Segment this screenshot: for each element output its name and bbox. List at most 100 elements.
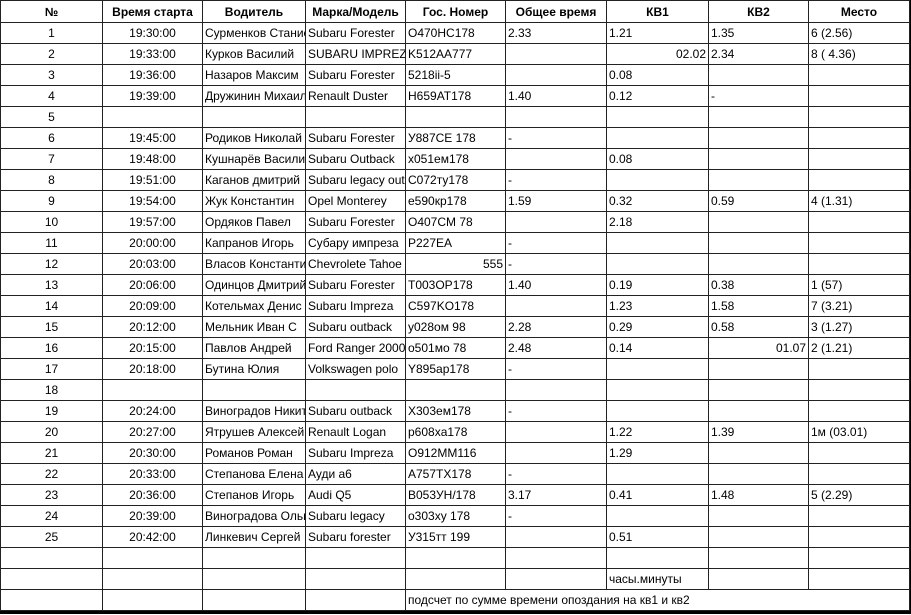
cell-driver[interactable]: Виноградова Ольга xyxy=(202,505,306,527)
cell-driver[interactable]: Одинцов Дмитрий xyxy=(202,274,306,296)
cell-plate[interactable]: T003OP178 xyxy=(405,274,506,296)
cell-plate[interactable]: 555 xyxy=(405,253,506,275)
cell-total-time[interactable]: 3.17 xyxy=(505,484,607,506)
cell-car-model[interactable]: Ford Ranger 2000 xyxy=(305,337,406,359)
cell-kv2[interactable] xyxy=(708,547,809,569)
cell-kv2[interactable] xyxy=(708,148,809,170)
cell-start-time[interactable]: 20:18:00 xyxy=(102,358,203,380)
cell-car-model[interactable]: SUBARU IMPREZA xyxy=(305,43,406,65)
cell-driver[interactable] xyxy=(202,106,306,128)
cell-plate[interactable]: у028ом 98 xyxy=(405,316,506,338)
cell-plate[interactable]: O912MM116 xyxy=(405,442,506,464)
cell-kv1[interactable]: 0.12 xyxy=(606,85,709,107)
cell-number[interactable] xyxy=(0,547,103,569)
cell-plate[interactable]: O407CM 78 xyxy=(405,211,506,233)
header-number[interactable]: № xyxy=(0,0,103,23)
cell-place[interactable] xyxy=(808,211,910,233)
cell-place[interactable] xyxy=(808,400,910,422)
header-start-time[interactable]: Время старта xyxy=(102,0,203,23)
cell-plate[interactable]: о303ху 178 xyxy=(405,505,506,527)
cell-place[interactable] xyxy=(808,85,910,107)
cell-total-time[interactable] xyxy=(505,211,607,233)
cell-car-model[interactable]: Audi Q5 xyxy=(305,484,406,506)
cell-kv1[interactable] xyxy=(606,232,709,254)
cell-start-time[interactable]: 19:51:00 xyxy=(102,169,203,191)
header-kv1[interactable]: КВ1 xyxy=(606,0,709,23)
cell-total-time[interactable] xyxy=(505,421,607,443)
cell-start-time[interactable]: 20:03:00 xyxy=(102,253,203,275)
cell-total-time[interactable]: 1.59 xyxy=(505,190,607,212)
cell-number[interactable]: 5 xyxy=(0,106,103,128)
cell-start-time[interactable]: 20:30:00 xyxy=(102,442,203,464)
cell-driver[interactable]: Линкевич Сергей xyxy=(202,526,306,548)
cell-total-time[interactable]: - xyxy=(505,232,607,254)
header-kv2[interactable]: КВ2 xyxy=(708,0,809,23)
cell-place[interactable] xyxy=(808,442,910,464)
cell-kv2[interactable]: 2.34 xyxy=(708,43,809,65)
cell-car-model[interactable]: Renault Logan xyxy=(305,421,406,443)
cell-number[interactable]: 2 xyxy=(0,43,103,65)
cell-start-time[interactable] xyxy=(102,379,203,401)
cell-number[interactable]: 19 xyxy=(0,400,103,422)
cell-total-time[interactable]: - xyxy=(505,127,607,149)
cell-kv2[interactable]: 1.48 xyxy=(708,484,809,506)
cell-kv1[interactable] xyxy=(606,253,709,275)
cell-number[interactable]: 25 xyxy=(0,526,103,548)
cell-kv1[interactable]: 0.32 xyxy=(606,190,709,212)
cell-total-time[interactable] xyxy=(505,379,607,401)
cell-total-time[interactable]: - xyxy=(505,400,607,422)
cell-kv1[interactable]: 0.41 xyxy=(606,484,709,506)
cell-car-model[interactable]: Chevrolete Tahoe xyxy=(305,253,406,275)
cell-car-model[interactable]: Volkswagen polo xyxy=(305,358,406,380)
cell-number[interactable]: 21 xyxy=(0,442,103,464)
cell-total-time[interactable] xyxy=(505,106,607,128)
cell-plate[interactable]: A757TX178 xyxy=(405,463,506,485)
cell-kv2[interactable] xyxy=(708,358,809,380)
cell-start-time[interactable]: 19:39:00 xyxy=(102,85,203,107)
cell-place[interactable] xyxy=(808,463,910,485)
cell-number[interactable]: 14 xyxy=(0,295,103,317)
cell-driver[interactable]: Жук Константин xyxy=(202,190,306,212)
cell-plate[interactable] xyxy=(405,379,506,401)
cell-kv1[interactable] xyxy=(606,127,709,149)
cell-plate[interactable]: 5218ii-5 xyxy=(405,64,506,86)
cell-start-time[interactable]: 20:12:00 xyxy=(102,316,203,338)
cell-number[interactable]: 16 xyxy=(0,337,103,359)
cell-place[interactable] xyxy=(808,232,910,254)
cell-total-time[interactable] xyxy=(505,568,607,590)
cell-start-time[interactable]: 19:36:00 xyxy=(102,64,203,86)
cell-kv2[interactable] xyxy=(708,211,809,233)
cell-kv2[interactable] xyxy=(708,169,809,191)
cell-number[interactable]: 6 xyxy=(0,127,103,149)
footer-note[interactable]: подсчет по сумме времени опоздания на кв… xyxy=(405,589,910,611)
cell-kv1[interactable] xyxy=(606,379,709,401)
cell-place[interactable]: 4 (1.31) xyxy=(808,190,910,212)
cell-kv1[interactable]: 0.14 xyxy=(606,337,709,359)
cell-kv1[interactable]: часы.минуты xyxy=(606,568,709,590)
cell-plate[interactable]: о501мо 78 xyxy=(405,337,506,359)
header-driver[interactable]: Водитель xyxy=(202,0,306,23)
cell-car-model[interactable]: Subaru legacy xyxy=(305,505,406,527)
cell-driver[interactable]: Степанова Елена xyxy=(202,463,306,485)
cell-car-model[interactable]: Subaru Forester xyxy=(305,127,406,149)
cell-total-time[interactable]: 2.48 xyxy=(505,337,607,359)
cell-place[interactable] xyxy=(808,379,910,401)
cell-place[interactable] xyxy=(808,127,910,149)
cell-plate[interactable]: C597KO178 xyxy=(405,295,506,317)
cell-plate[interactable] xyxy=(405,106,506,128)
cell-number[interactable] xyxy=(0,568,103,590)
cell-number[interactable]: 10 xyxy=(0,211,103,233)
cell-empty[interactable] xyxy=(202,589,306,611)
cell-car-model[interactable]: Ауди а6 xyxy=(305,463,406,485)
cell-place[interactable]: 3 (1.27) xyxy=(808,316,910,338)
cell-total-time[interactable]: - xyxy=(505,169,607,191)
cell-driver[interactable]: Кушнарёв Василий xyxy=(202,148,306,170)
cell-car-model[interactable]: Subaru outback xyxy=(305,400,406,422)
cell-car-model[interactable] xyxy=(305,568,406,590)
cell-car-model[interactable]: Subaru Forester xyxy=(305,211,406,233)
cell-kv2[interactable] xyxy=(708,379,809,401)
cell-driver[interactable] xyxy=(202,547,306,569)
cell-empty[interactable] xyxy=(0,589,103,611)
cell-place[interactable] xyxy=(808,547,910,569)
cell-total-time[interactable] xyxy=(505,442,607,464)
